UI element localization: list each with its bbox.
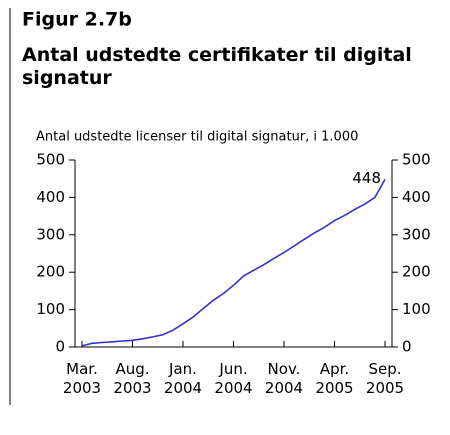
value-label: 448: [352, 169, 381, 187]
chart-subtitle: Antal udstedte certifikater til digital s…: [22, 44, 412, 89]
chart-title: Figur 2.7b: [22, 9, 132, 31]
x-tick-label: Jun. 2004: [214, 360, 252, 397]
y-tick-label: 400: [36, 188, 65, 206]
x-tick-label: Aug. 2003: [113, 360, 151, 397]
y2-tick-label: 300: [402, 225, 431, 243]
y-tick-label: 0: [55, 338, 65, 356]
y-tick-label: 200: [36, 263, 65, 281]
x-tick-label: Jan. 2004: [164, 360, 202, 397]
x-tick-label: Apr. 2005: [315, 360, 353, 397]
x-tick-label: Mar. 2003: [63, 360, 101, 397]
x-tick-label: Nov. 2004: [265, 360, 303, 397]
y2-tick-label: 0: [402, 338, 412, 356]
y2-tick-label: 500: [402, 151, 431, 169]
y-tick-label: 300: [36, 225, 65, 243]
x-tick-label: Sep. 2005: [366, 360, 404, 397]
y2-tick-label: 100: [402, 300, 431, 318]
y-tick-label: 500: [36, 151, 65, 169]
data-line: [81, 179, 386, 347]
y2-tick-label: 200: [402, 263, 431, 281]
y2-tick-label: 400: [402, 188, 431, 206]
y-tick-label: 100: [36, 300, 65, 318]
y-axis-label: Antal udstedte licenser til digital sign…: [36, 130, 358, 145]
